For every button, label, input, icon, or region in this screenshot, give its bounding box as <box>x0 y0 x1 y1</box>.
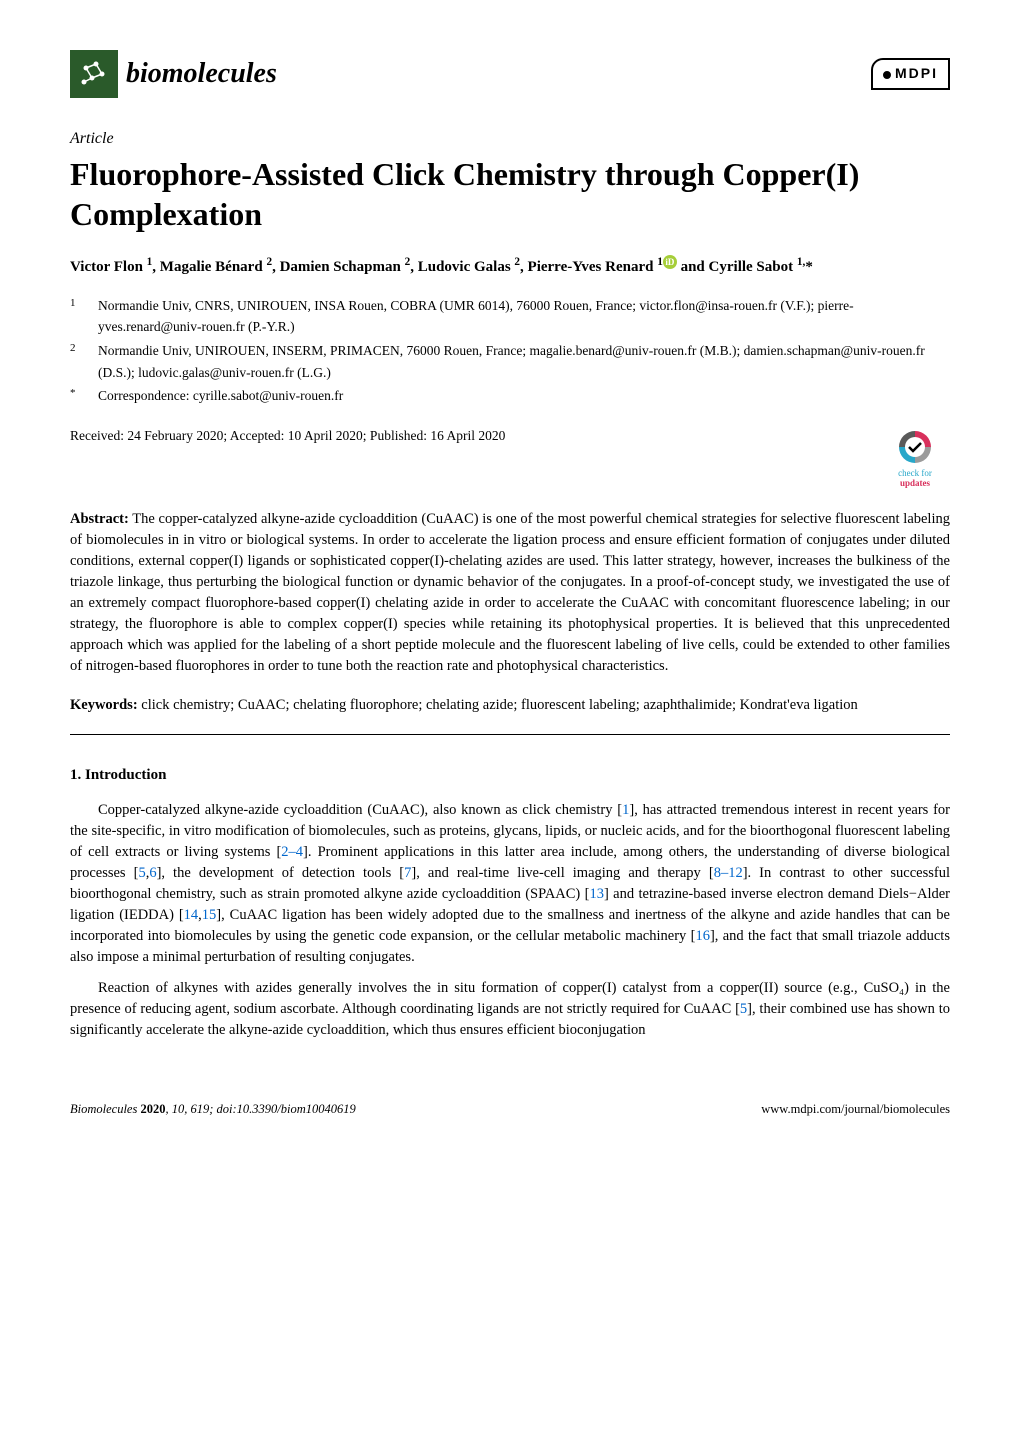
check-updates-line2: updates <box>880 479 950 489</box>
journal-brand: biomolecules <box>70 50 277 98</box>
header-row: biomolecules MDPI <box>70 50 950 98</box>
authors-line: Victor Flon 1, Magalie Bénard 2, Damien … <box>70 254 950 279</box>
author: Victor Flon 1 <box>70 259 152 275</box>
reference-link[interactable]: 2–4 <box>281 844 303 860</box>
body-paragraph: Copper-catalyzed alkyne-azide cycloaddit… <box>70 800 950 968</box>
affiliation-text: Normandie Univ, UNIROUEN, INSERM, PRIMAC… <box>98 340 950 383</box>
affiliation-row: 2 Normandie Univ, UNIROUEN, INSERM, PRIM… <box>70 340 950 383</box>
footer-right[interactable]: www.mdpi.com/journal/biomolecules <box>761 1101 950 1119</box>
affiliation-number: 1 <box>70 295 82 338</box>
keywords-label: Keywords: <box>70 697 138 713</box>
keywords-block: Keywords: click chemistry; CuAAC; chelat… <box>70 695 950 716</box>
affiliations: 1 Normandie Univ, CNRS, UNIROUEN, INSA R… <box>70 295 950 407</box>
dates-row: Received: 24 February 2020; Accepted: 10… <box>70 427 950 489</box>
affiliation-number: 2 <box>70 340 82 383</box>
correspondence-text: Correspondence: cyrille.sabot@univ-rouen… <box>98 385 343 407</box>
affiliation-row: * Correspondence: cyrille.sabot@univ-rou… <box>70 385 950 407</box>
publication-dates: Received: 24 February 2020; Accepted: 10… <box>70 427 505 446</box>
journal-name: biomolecules <box>126 54 277 93</box>
reference-link[interactable]: 5 <box>138 865 145 881</box>
author: Magalie Bénard 2 <box>160 259 272 275</box>
reference-link[interactable]: 8–12 <box>714 865 743 881</box>
abstract-text: The copper-catalyzed alkyne-azide cycloa… <box>70 511 950 674</box>
body-text: Copper-catalyzed alkyne-azide cycloaddit… <box>98 802 622 818</box>
reference-link[interactable]: 16 <box>695 928 710 944</box>
correspondence-marker: * <box>70 385 82 407</box>
author: Damien Schapman 2 <box>280 259 411 275</box>
author: Ludovic Galas 2 <box>418 259 520 275</box>
reference-link[interactable]: 13 <box>589 886 604 902</box>
page-footer: Biomolecules 2020, 10, 619; doi:10.3390/… <box>70 1101 950 1119</box>
check-for-updates-badge[interactable]: check for updates <box>880 427 950 489</box>
check-updates-line1: check for <box>898 468 932 478</box>
body-text: ], the development of detection tools [ <box>157 865 405 881</box>
journal-logo-icon <box>70 50 118 98</box>
check-updates-icon <box>895 427 935 467</box>
body-text: ], and real-time live-cell imaging and t… <box>411 865 713 881</box>
keywords-text: click chemistry; CuAAC; chelating fluoro… <box>141 697 858 713</box>
article-type: Article <box>70 128 950 150</box>
orcid-icon[interactable]: iD <box>663 255 677 269</box>
publisher-logo: MDPI <box>871 58 950 90</box>
reference-link[interactable]: 14 <box>184 907 199 923</box>
footer-citation: , 10, 619; doi:10.3390/biom10040619 <box>165 1102 355 1116</box>
affiliation-row: 1 Normandie Univ, CNRS, UNIROUEN, INSA R… <box>70 295 950 338</box>
footer-left: Biomolecules 2020, 10, 619; doi:10.3390/… <box>70 1101 356 1119</box>
reference-link[interactable]: 6 <box>149 865 156 881</box>
section-heading: 1. Introduction <box>70 765 950 786</box>
abstract-label: Abstract: <box>70 511 129 527</box>
author: Pierre-Yves Renard 1iD <box>528 259 677 275</box>
reference-link[interactable]: 15 <box>202 907 217 923</box>
footer-journal: Biomolecules <box>70 1102 140 1116</box>
check-updates-label: check for updates <box>880 469 950 489</box>
footer-year: 2020 <box>140 1102 165 1116</box>
author: Cyrille Sabot 1,* <box>709 259 813 275</box>
section-divider <box>70 734 950 735</box>
affiliation-text: Normandie Univ, CNRS, UNIROUEN, INSA Rou… <box>98 295 950 338</box>
article-title: Fluorophore-Assisted Click Chemistry thr… <box>70 154 950 234</box>
body-paragraph: Reaction of alkynes with azides generall… <box>70 978 950 1041</box>
abstract-block: Abstract: The copper-catalyzed alkyne-az… <box>70 509 950 677</box>
